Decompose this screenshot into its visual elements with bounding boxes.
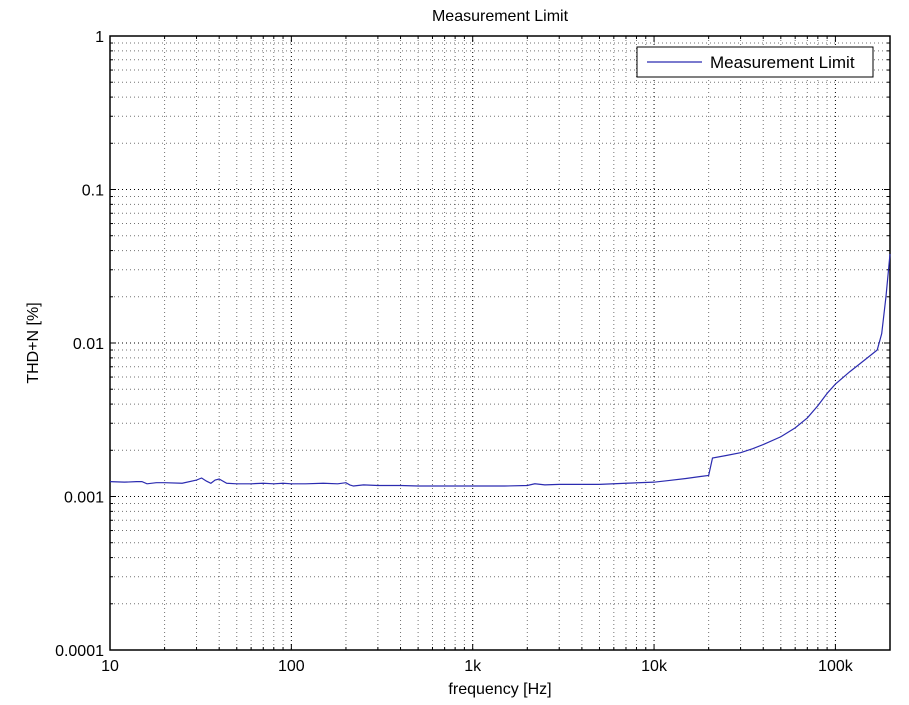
legend: Measurement Limit — [636, 46, 874, 78]
y-tick-labels: 0.0001 0.001 0.01 0.1 1 — [55, 29, 104, 660]
y-tick-label: 1 — [95, 29, 104, 46]
x-tick-label: 10 — [101, 658, 119, 675]
y-tick-label: 0.01 — [73, 336, 104, 353]
chart-title: Measurement Limit — [432, 8, 569, 25]
x-tick-label: 100 — [278, 658, 305, 675]
ticks — [110, 36, 890, 650]
y-tick-label: 0.0001 — [55, 643, 104, 660]
x-tick-label: 10k — [641, 658, 668, 675]
x-tick-label: 1k — [464, 658, 482, 675]
series-line-measurement-limit — [109, 253, 891, 487]
y-axis-label: THD+N [%] — [25, 302, 42, 383]
legend-label-measurement-limit: Measurement Limit — [710, 53, 855, 72]
x-tick-label: 100k — [818, 658, 854, 675]
y-tick-label: 0.001 — [64, 490, 104, 507]
x-axis-label: frequency [Hz] — [448, 681, 551, 698]
x-tick-labels: 10 100 1k 10k 100k — [101, 658, 854, 675]
y-tick-label: 0.1 — [82, 183, 104, 200]
